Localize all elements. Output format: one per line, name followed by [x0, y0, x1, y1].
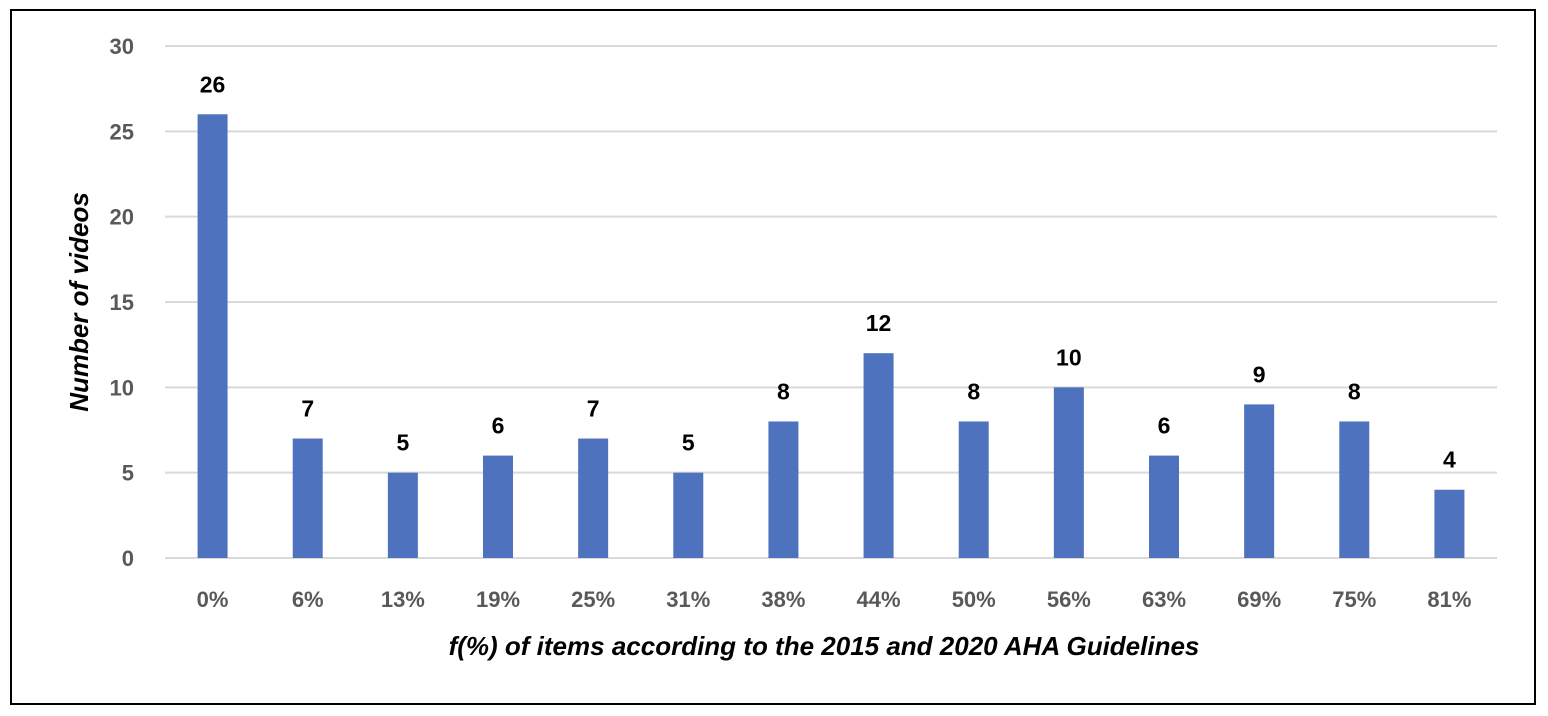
bar: [673, 472, 704, 558]
x-tick-label: 44%: [857, 587, 901, 612]
x-tick-label: 25%: [571, 587, 615, 612]
x-tick-label: 19%: [476, 587, 520, 612]
data-label: 5: [396, 430, 409, 456]
x-tick-label: 0%: [197, 587, 229, 612]
bar: [578, 438, 609, 558]
x-tick-label: 38%: [761, 587, 805, 612]
y-tick-label: 0: [122, 546, 134, 571]
data-label: 12: [866, 310, 892, 336]
bar: [1434, 489, 1465, 558]
x-tick-label: 81%: [1427, 587, 1471, 612]
bar: [1053, 387, 1084, 558]
bar: [1149, 455, 1179, 558]
data-label: 10: [1056, 344, 1082, 370]
x-tick-label: 6%: [292, 587, 324, 612]
bar: [197, 114, 228, 559]
bar: [292, 438, 323, 558]
y-tick-label: 5: [122, 461, 134, 486]
y-tick-label: 30: [110, 34, 134, 59]
x-tick-label: 13%: [381, 587, 425, 612]
chart-frame: [10, 9, 1536, 705]
x-tick-label: 69%: [1237, 587, 1281, 612]
data-label: 8: [967, 378, 980, 404]
x-axis-ticks: 0% 6% 13% 19% 25% 31% 38% 44% 50% 56% 63% 69% 75% 81%: [197, 587, 1472, 612]
y-axis-ticks: 0 5 10 15 20 25 30: [110, 34, 134, 571]
data-label: 9: [1253, 361, 1266, 387]
data-label: 7: [587, 396, 600, 422]
bars: [197, 114, 1465, 559]
data-labels: 26 7 5 6 7 5 8 12 8 10 6 9 8 4: [200, 71, 1456, 472]
data-label: 5: [682, 430, 695, 456]
bar: [1244, 404, 1275, 558]
y-tick-label: 10: [110, 375, 134, 400]
bar: [387, 472, 418, 558]
gridlines: [165, 45, 1497, 559]
y-axis-title: Number of videos: [64, 192, 94, 412]
data-label: 26: [200, 71, 226, 97]
x-tick-label: 56%: [1047, 587, 1091, 612]
bar: [483, 455, 513, 558]
data-label: 7: [301, 396, 314, 422]
x-axis-title: f(%) of items according to the 2015 and …: [449, 631, 1200, 661]
data-label: 4: [1443, 447, 1456, 473]
x-tick-label: 31%: [666, 587, 710, 612]
data-label: 6: [1158, 413, 1171, 439]
bar: [768, 421, 799, 558]
data-label: 6: [492, 413, 505, 439]
bar: [1339, 421, 1370, 558]
data-label: 8: [777, 378, 790, 404]
y-tick-label: 15: [110, 290, 134, 315]
y-tick-label: 25: [110, 119, 134, 144]
data-label: 8: [1348, 378, 1361, 404]
bar: [958, 421, 989, 558]
y-tick-label: 20: [110, 205, 134, 230]
bar: [863, 353, 894, 558]
x-tick-label: 75%: [1332, 587, 1376, 612]
x-tick-label: 50%: [952, 587, 996, 612]
x-tick-label: 63%: [1142, 587, 1186, 612]
